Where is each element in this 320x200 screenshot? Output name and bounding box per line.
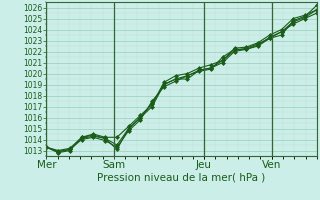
X-axis label: Pression niveau de la mer( hPa ): Pression niveau de la mer( hPa ) [98, 173, 266, 183]
